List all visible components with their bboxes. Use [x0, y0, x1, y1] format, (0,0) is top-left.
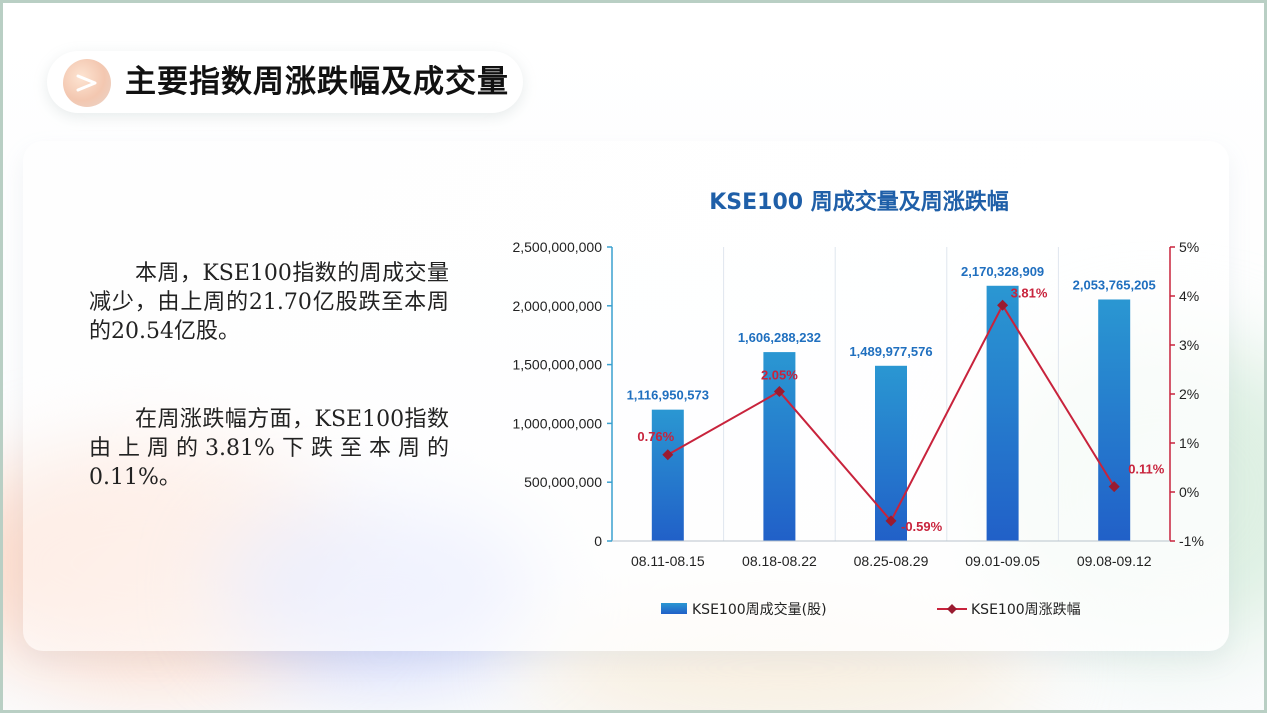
labels-layer: 1,116,950,573 1,606,288,232 1,489,977,576 2… — [627, 264, 1165, 534]
left-axis-tick-label: 0 — [594, 533, 602, 549]
volume-bar-label: 1,116,950,573 — [627, 388, 709, 403]
volume-bar-label: 2,053,765,205 — [1073, 277, 1156, 292]
volume-bar-label: 1,489,977,576 — [849, 344, 932, 359]
chevron-right-icon — [63, 59, 111, 107]
legend-bar-label: KSE100周成交量(股) — [692, 601, 827, 618]
volume-change-chart: KSE100 周成交量及周涨跌幅 0 500,000,000 1,000,000,0… — [512, 189, 1203, 618]
x-axis-tick-label: 08.25-08.29 — [854, 553, 929, 569]
right-axis-tick-label: 3% — [1179, 337, 1199, 353]
x-axis-tick-label: 08.11-08.15 — [631, 553, 705, 569]
volume-bar — [1098, 299, 1131, 541]
change-point-marker — [1108, 481, 1120, 493]
volume-bar — [986, 285, 1019, 541]
right-axis-tick-label: 1% — [1179, 435, 1199, 451]
change-point-label: 3.81% — [1011, 285, 1048, 300]
change-point-label: -0.59% — [901, 519, 943, 534]
right-axis-tick-label: 5% — [1179, 239, 1199, 255]
volume-bar — [763, 352, 796, 541]
right-axis-tick-label: 0% — [1179, 484, 1199, 500]
content-panel — [23, 141, 1229, 651]
volume-summary-text: 本周，KSE100指数的周成交量减少，由上周的21.70亿股跌至本周的20.54… — [89, 261, 449, 344]
change-point-label: 0.11% — [1128, 462, 1165, 477]
change-point-marker — [773, 386, 785, 398]
change-point-label: 2.05% — [761, 368, 798, 383]
legend-line-label: KSE100周涨跌幅 — [971, 602, 1081, 618]
change-point-marker — [997, 299, 1009, 311]
volume-bar-label: 2,170,328,909 — [961, 264, 1044, 279]
legend-line-marker — [947, 604, 957, 614]
bars-layer — [651, 285, 1131, 541]
change-point-label: 0.76% — [637, 429, 674, 444]
grid-layer — [723, 247, 1059, 541]
left-axis-tick-label: 1,500,000,000 — [512, 357, 602, 373]
line-layer — [662, 299, 1120, 527]
left-axis-tick-label: 2,000,000,000 — [512, 298, 602, 314]
left-axis-tick-label: 1,000,000,000 — [512, 415, 602, 431]
chart-title: KSE100 周成交量及周涨跌幅 — [709, 189, 1009, 215]
axes-layer: 0 500,000,000 1,000,000,000 1,500,000,000 2,… — [512, 239, 1203, 569]
legend-bar-swatch — [661, 603, 687, 614]
x-axis-tick-label: 09.08-09.12 — [1077, 553, 1152, 569]
change-point-marker — [662, 449, 674, 461]
volume-bar — [875, 365, 907, 541]
x-axis-tick-label: 08.18-08.22 — [742, 553, 817, 569]
left-axis-tick-label: 500,000,000 — [524, 474, 602, 490]
volume-bar — [651, 409, 684, 541]
change-point-marker — [885, 515, 897, 527]
x-axis-tick-label: 09.01-09.05 — [965, 553, 1040, 569]
legend: KSE100周成交量(股) KSE100周涨跌幅 — [661, 601, 1081, 618]
right-axis-tick-label: -1% — [1179, 533, 1204, 549]
change-summary-text: 在周涨跌幅方面，KSE100指数由上周的3.81%下跌至本周的0.11%。 — [89, 407, 449, 490]
volume-bar-label: 1,606,288,232 — [738, 330, 821, 345]
right-axis-tick-label: 2% — [1179, 386, 1199, 402]
title-banner: 主要指数周涨跌幅及成交量 — [47, 51, 523, 113]
page-title: 主要指数周涨跌幅及成交量 — [125, 64, 509, 100]
right-axis-tick-label: 4% — [1179, 288, 1199, 304]
left-axis-tick-label: 2,500,000,000 — [512, 239, 602, 255]
